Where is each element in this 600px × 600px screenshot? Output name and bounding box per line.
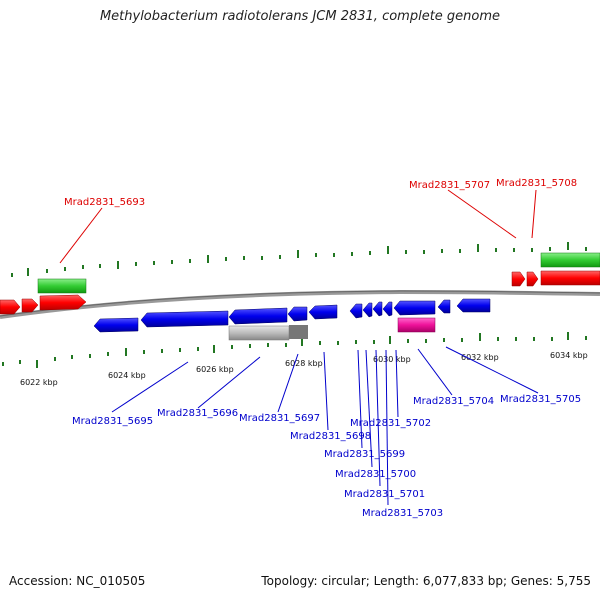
gene-label[interactable]: Mrad2831_5701 — [344, 489, 425, 500]
gene-arrow[interactable] — [393, 300, 436, 316]
gene-arrow[interactable] — [287, 306, 308, 322]
scale-label: 6022 kbp — [20, 378, 58, 387]
gene-label[interactable]: Mrad2831_5702 — [350, 418, 431, 429]
gene-arrow[interactable] — [526, 271, 539, 287]
gene-label[interactable]: Mrad2831_5708 — [496, 178, 577, 189]
gene-label[interactable]: Mrad2831_5695 — [72, 416, 153, 427]
genome-backbone — [0, 289, 600, 319]
gene-rrna[interactable] — [540, 252, 600, 268]
gene-arrow[interactable] — [382, 301, 393, 317]
gene-arrow[interactable] — [228, 307, 288, 325]
top-ticks — [11, 242, 587, 277]
gene-label[interactable]: Mrad2831_5704 — [413, 396, 494, 407]
gene-rrna[interactable] — [37, 278, 87, 294]
gene-arrow[interactable] — [93, 317, 139, 333]
gene-label[interactable]: Mrad2831_5703 — [362, 508, 443, 519]
gene-arrow[interactable] — [456, 298, 491, 313]
gene-pseudo-end — [289, 325, 308, 339]
scale-label: 6026 kbp — [196, 365, 234, 374]
gene-label[interactable]: Mrad2831_5705 — [500, 394, 581, 405]
forward-genes — [0, 270, 600, 315]
gene-pseudo[interactable] — [228, 325, 290, 341]
scale-label: 6030 kbp — [373, 355, 411, 364]
gene-arrow[interactable] — [0, 299, 21, 315]
gene-arrow[interactable] — [39, 294, 87, 311]
bottom-leader-lines — [111, 346, 539, 506]
gene-arrow[interactable] — [349, 303, 363, 319]
genome-summary-text: Topology: circular; Length: 6,077,833 bp… — [261, 574, 591, 588]
gene-label[interactable]: Mrad2831_5693 — [64, 197, 145, 208]
scale-label: 6024 kbp — [108, 371, 146, 380]
gene-arrow[interactable] — [511, 271, 526, 287]
gene-label[interactable]: Mrad2831_5697 — [239, 413, 320, 424]
genome-title: Methylobacterium radiotolerans JCM 2831,… — [99, 9, 501, 24]
scale-label: 6034 kbp — [550, 351, 588, 360]
gene-label[interactable]: Mrad2831_5698 — [290, 431, 371, 442]
gene-label[interactable]: Mrad2831_5707 — [409, 180, 490, 191]
gene-label[interactable]: Mrad2831_5696 — [157, 408, 238, 419]
scale-label: 6028 kbp — [285, 359, 323, 368]
scale-label: 6032 kbp — [461, 353, 499, 362]
gene-arrow[interactable] — [437, 299, 451, 314]
gene-arrow[interactable] — [540, 270, 600, 286]
gene-arrow[interactable] — [308, 304, 338, 320]
gene-arrow[interactable] — [362, 302, 373, 318]
reverse-genes — [93, 298, 491, 333]
gene-arrow[interactable] — [140, 310, 229, 328]
bottom-ticks — [2, 332, 587, 368]
gene-trna[interactable] — [397, 317, 436, 333]
top-leader-lines — [59, 189, 537, 264]
gene-label[interactable]: Mrad2831_5700 — [335, 469, 416, 480]
accession-text: Accession: NC_010505 — [9, 574, 146, 588]
gene-arrow[interactable] — [21, 298, 39, 313]
gene-label[interactable]: Mrad2831_5699 — [324, 449, 405, 460]
gene-arrow[interactable] — [372, 301, 383, 317]
rrna-genes — [37, 252, 600, 294]
